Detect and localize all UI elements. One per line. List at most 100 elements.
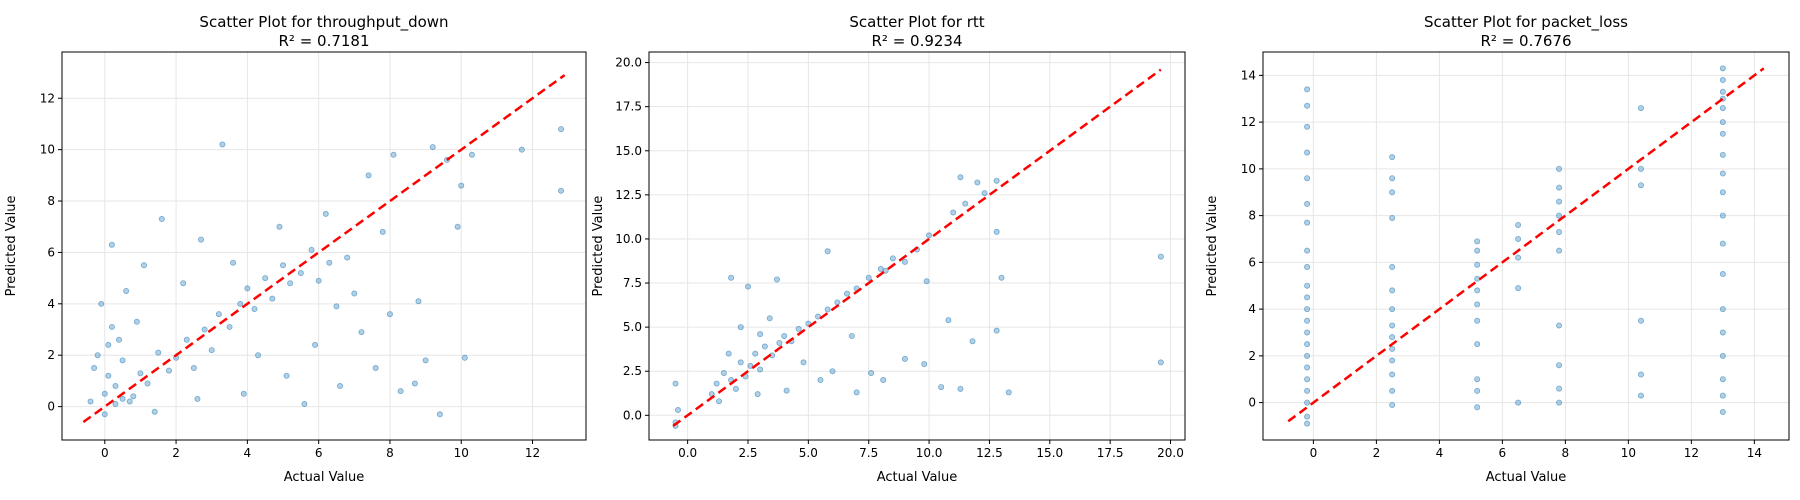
y-tick-label: 2	[1248, 349, 1256, 363]
data-point	[829, 368, 836, 375]
data-point	[1157, 253, 1164, 260]
data-point	[1389, 175, 1396, 182]
data-point	[123, 287, 130, 294]
reference-line	[672, 68, 1162, 427]
y-tick-label: 20.0	[615, 56, 642, 70]
data-point	[1719, 329, 1726, 336]
data-point	[158, 216, 165, 223]
data-point	[737, 324, 744, 331]
data-points	[87, 126, 565, 418]
data-point	[255, 352, 262, 359]
data-point	[1474, 376, 1481, 383]
data-point	[1389, 306, 1396, 313]
y-tick-label: 12	[1241, 115, 1256, 129]
chart-panel-3: 0 2 4 6 8 10 12 14 0 2 4 6 8 10 12 14 Scatter Plot for p…	[1205, 13, 1790, 485]
data-point	[312, 341, 319, 348]
data-point	[337, 383, 344, 390]
data-point	[993, 177, 1000, 184]
x-tick-label: 0.0	[678, 446, 697, 460]
chart-subtitle: R² = 0.7181	[278, 32, 369, 50]
y-tick-label: 0	[1248, 396, 1256, 410]
data-point	[957, 174, 964, 181]
data-point	[1474, 238, 1481, 245]
data-point	[1719, 119, 1726, 126]
data-point	[1389, 345, 1396, 352]
data-point	[795, 325, 802, 332]
data-point	[1389, 334, 1396, 341]
y-tick-label: 2	[47, 348, 55, 362]
data-point	[244, 285, 251, 292]
chart-panel-2: 0.0 2.5 5.0 7.5 10.0 12.5 15.0 17.5 20.0 0.0 2.5 5.…	[591, 13, 1186, 485]
x-tick-label: 14	[1747, 446, 1762, 460]
data-point	[333, 303, 340, 310]
data-point	[868, 369, 875, 376]
chart-title: Scatter Plot for packet_loss	[1424, 13, 1628, 32]
data-point	[1389, 371, 1396, 378]
data-point	[1637, 371, 1644, 378]
data-point	[1719, 77, 1726, 84]
data-point	[101, 390, 108, 397]
y-axis-label: Predicted Value	[4, 196, 19, 297]
data-point	[1304, 364, 1311, 371]
data-point	[1389, 154, 1396, 161]
data-point	[1719, 408, 1726, 415]
data-point	[1719, 189, 1726, 196]
data-point	[957, 385, 964, 392]
data-point	[725, 350, 732, 357]
data-point	[365, 172, 372, 179]
data-point	[518, 146, 525, 153]
data-point	[1474, 287, 1481, 294]
data-point	[815, 313, 822, 320]
chart-subtitle: R² = 0.9234	[871, 32, 962, 50]
plot-frame	[61, 51, 587, 441]
data-point	[215, 311, 222, 318]
data-point	[1389, 357, 1396, 364]
y-tick-label: 8	[1248, 209, 1256, 223]
x-tick-label: 2	[1373, 446, 1381, 460]
data-point	[1304, 420, 1311, 427]
y-tick-label: 4	[47, 297, 55, 311]
data-point	[1304, 200, 1311, 207]
data-point	[1719, 352, 1726, 359]
y-axis-label: Predicted Value	[1205, 196, 1220, 297]
data-point	[151, 408, 158, 415]
data-point	[981, 190, 988, 197]
x-tick-label: 7.5	[859, 446, 878, 460]
data-point	[1556, 247, 1563, 254]
x-tick-label: 4	[244, 446, 252, 460]
data-point	[116, 336, 123, 343]
data-point	[1304, 306, 1311, 313]
data-point	[969, 338, 976, 345]
data-point	[1556, 228, 1563, 235]
data-point	[1474, 317, 1481, 324]
data-point	[1304, 317, 1311, 324]
data-point	[301, 401, 308, 408]
data-point	[1474, 247, 1481, 254]
data-point	[728, 274, 735, 281]
x-tick-label: 6	[1499, 446, 1507, 460]
data-point	[415, 298, 422, 305]
x-tick-label: 0	[101, 446, 109, 460]
data-point	[938, 384, 945, 391]
data-point	[1556, 322, 1563, 329]
data-point	[1556, 184, 1563, 191]
data-point	[137, 370, 144, 377]
data-point	[901, 355, 908, 362]
data-point	[853, 389, 860, 396]
data-point	[752, 350, 759, 357]
x-tick-label: 2	[172, 446, 180, 460]
y-tick-label: 15.0	[615, 144, 642, 158]
data-point	[1304, 413, 1311, 420]
data-point	[144, 380, 151, 387]
data-point	[126, 398, 133, 405]
x-tick-label: 20.0	[1157, 446, 1184, 460]
data-point	[308, 246, 315, 253]
chart-subtitle: R² = 0.7676	[1480, 32, 1571, 50]
x-tick-label: 10.0	[916, 446, 943, 460]
data-point	[1515, 235, 1522, 242]
chart-title: Scatter Plot for rtt	[849, 13, 984, 31]
data-point	[1304, 264, 1311, 271]
data-point	[824, 248, 831, 255]
data-point	[921, 361, 928, 368]
